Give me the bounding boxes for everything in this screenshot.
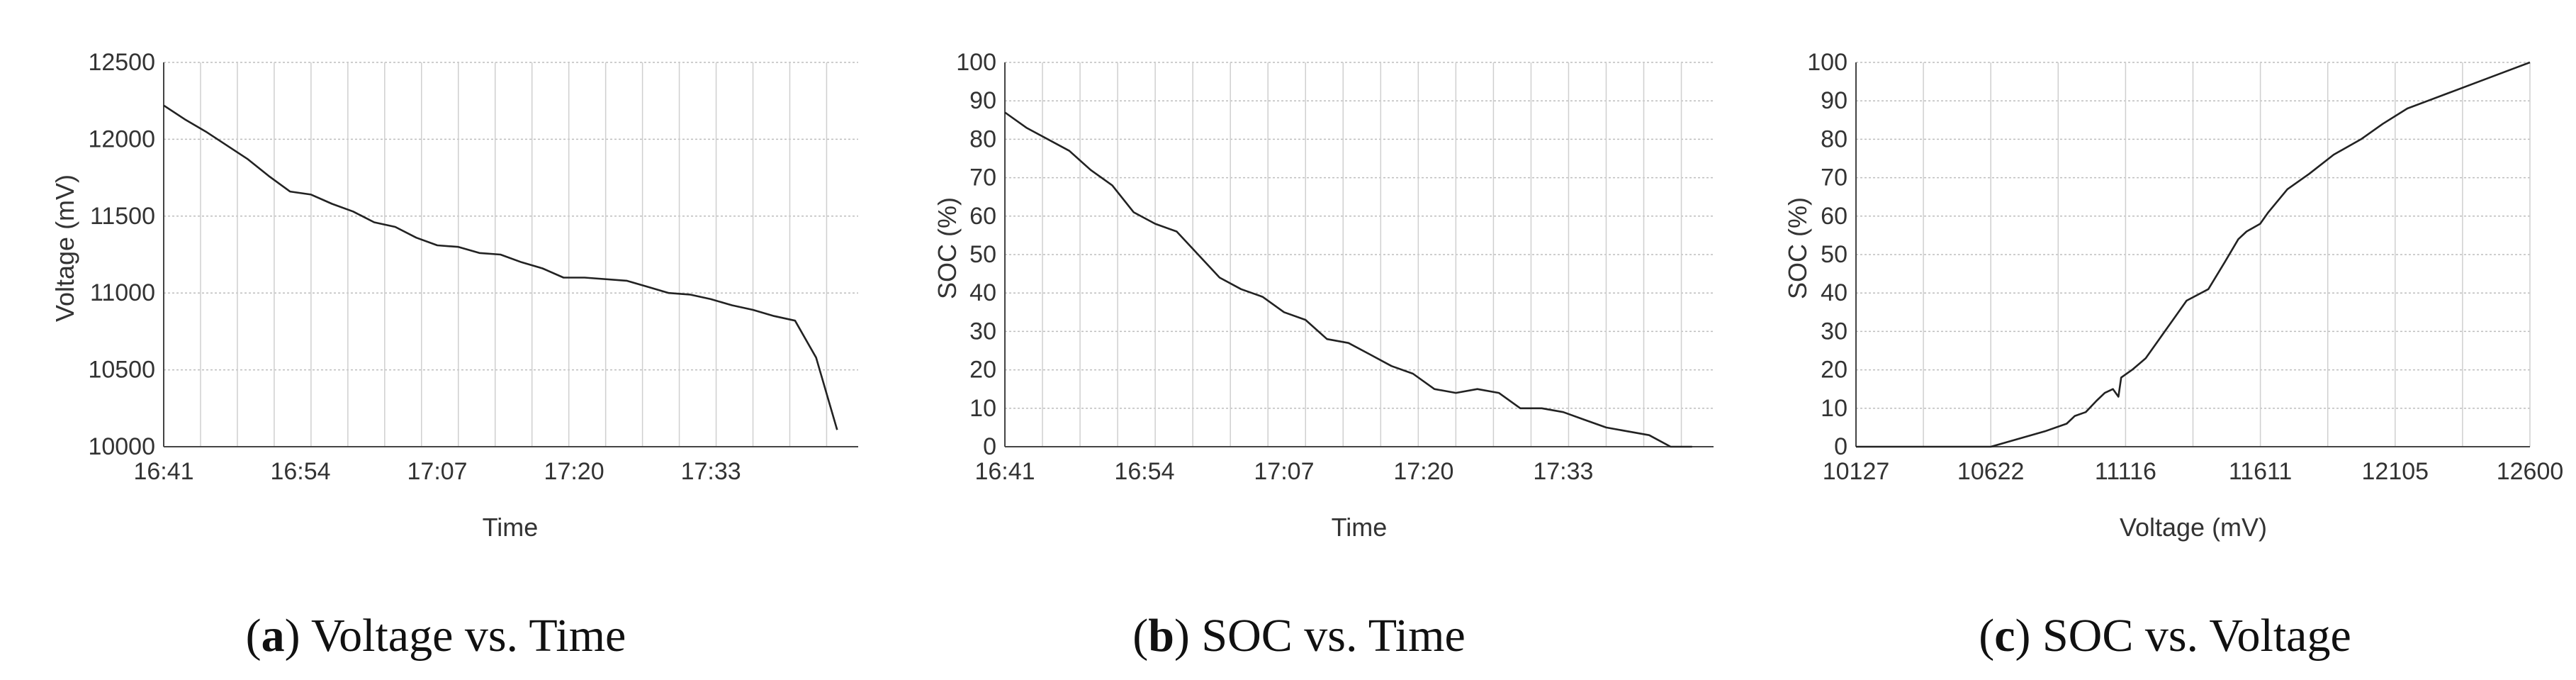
voltage-vs-time-x-axis-title: Time xyxy=(483,513,539,542)
soc-vs-voltage-y-tick-label: 90 xyxy=(1821,87,1847,114)
voltage-vs-time-y-tick-label: 10500 xyxy=(88,357,155,384)
soc-vs-voltage-y-tick-label: 40 xyxy=(1821,279,1847,306)
caption-text-b: SOC vs. Time xyxy=(1201,610,1465,662)
soc-vs-time-y-tick-label: 70 xyxy=(969,165,996,191)
soc-vs-time-y-tick-label: 20 xyxy=(969,357,996,384)
soc-vs-time-plot-area: 0 10 20 30 40 50 60 70 80 90 100 16:41 16:54 17:07 17:… xyxy=(956,49,1714,485)
soc-vs-voltage-series-line xyxy=(1856,61,2531,448)
soc-vs-voltage-x-tick-label: 10127 xyxy=(1823,458,1890,485)
voltage-vs-time-y-tick-label: 11000 xyxy=(90,279,155,306)
soc-vs-time-y-tick-label: 100 xyxy=(956,49,996,76)
soc-vs-voltage-x-tick-label: 11611 xyxy=(2229,458,2293,485)
voltage-vs-time-y-axis-title: Voltage (mV) xyxy=(50,174,79,322)
soc-vs-time-x-tick-label: 16:54 xyxy=(1114,458,1174,485)
caption-text-a: Voltage vs. Time xyxy=(311,610,626,662)
soc-vs-voltage-y-tick-label: 10 xyxy=(1821,395,1847,422)
voltage-vs-time-y-tick-label: 12000 xyxy=(88,126,155,152)
voltage-vs-time-y-tick-label: 12500 xyxy=(88,49,155,76)
voltage-vs-time-x-tick-label: 17:33 xyxy=(681,458,741,485)
soc-vs-voltage-y-tick-label: 60 xyxy=(1821,203,1847,230)
voltage-vs-time-caption: (a) Voltage vs. Time xyxy=(246,610,626,662)
voltage-vs-time-y-tick-label: 11500 xyxy=(90,203,155,230)
soc-vs-time-y-tick-label: 10 xyxy=(969,395,996,422)
soc-vs-time-y-tick-label: 50 xyxy=(969,241,996,268)
soc-vs-time-y-axis-title: SOC (%) xyxy=(933,197,962,299)
soc-vs-voltage-y-tick-label: 30 xyxy=(1821,318,1847,345)
soc-vs-time-x-tick-label: 17:20 xyxy=(1393,458,1453,485)
voltage-vs-time-x-tick-label: 16:54 xyxy=(270,458,330,485)
soc-vs-voltage-x-tick-label: 11116 xyxy=(2095,458,2156,485)
soc-vs-voltage-y-tick-label: 100 xyxy=(1807,49,1847,76)
soc-vs-time-x-tick-label: 17:33 xyxy=(1533,458,1593,485)
soc-vs-time-y-tick-label: 40 xyxy=(969,279,996,306)
soc-vs-voltage-x-tick-label: 12105 xyxy=(2362,458,2429,485)
soc-vs-voltage-y-tick-label: 20 xyxy=(1821,357,1847,384)
voltage-vs-time-chart: 10000 10500 11000 11500 12000 12500 16:41 16:54… xyxy=(50,49,858,662)
soc-vs-voltage-y-tick-label: 0 xyxy=(1834,433,1847,460)
caption-label-a: a xyxy=(261,610,285,662)
voltage-vs-time-x-tick-label: 17:20 xyxy=(544,458,604,485)
soc-vs-time-y-tick-label: 0 xyxy=(983,433,996,460)
soc-vs-voltage-y-tick-label: 70 xyxy=(1821,165,1847,191)
soc-vs-time-y-tick-label: 30 xyxy=(969,318,996,345)
voltage-vs-time-x-tick-label: 16:41 xyxy=(133,458,193,485)
soc-vs-time-x-axis-title: Time xyxy=(1332,513,1388,542)
soc-vs-time-y-tick-label: 80 xyxy=(969,126,996,152)
soc-vs-time-y-tick-label: 90 xyxy=(969,87,996,114)
soc-vs-voltage-y-tick-label: 50 xyxy=(1821,241,1847,268)
soc-vs-voltage-x-axis-title: Voltage (mV) xyxy=(2120,513,2267,542)
voltage-vs-time-y-tick-label: 10000 xyxy=(88,433,155,460)
soc-vs-time-x-tick-label: 17:07 xyxy=(1254,458,1314,485)
soc-vs-voltage-plot-area: 0 10 20 30 40 50 60 70 80 90 100 10127 10622 11116 116… xyxy=(1807,49,2563,485)
voltage-vs-time-series-line xyxy=(163,104,838,430)
soc-vs-voltage-y-tick-label: 80 xyxy=(1821,126,1847,152)
soc-vs-time-caption: (b) SOC vs. Time xyxy=(1132,610,1466,662)
caption-label-b: b xyxy=(1148,610,1174,662)
voltage-vs-time-plot-area: 10000 10500 11000 11500 12000 12500 16:41 16:54… xyxy=(88,49,858,485)
soc-vs-time-x-tick-label: 16:41 xyxy=(974,458,1035,485)
soc-vs-voltage-x-tick-label: 12600 xyxy=(2497,458,2564,485)
voltage-vs-time-x-tick-label: 17:07 xyxy=(407,458,468,485)
soc-vs-voltage-caption: (c) SOC vs. Voltage xyxy=(1979,610,2351,662)
caption-text-c: SOC vs. Voltage xyxy=(2042,610,2351,662)
soc-vs-time-chart: 0 10 20 30 40 50 60 70 80 90 100 16:41 16:54 17:07 17:… xyxy=(933,49,1714,662)
soc-vs-voltage-y-axis-title: SOC (%) xyxy=(1783,197,1812,299)
soc-vs-time-y-tick-label: 60 xyxy=(969,203,996,230)
soc-vs-voltage-chart: 0 10 20 30 40 50 60 70 80 90 100 10127 10622 11116 116… xyxy=(1783,49,2563,662)
soc-vs-voltage-x-tick-label: 10622 xyxy=(1957,458,2025,485)
caption-label-c: c xyxy=(1994,610,2015,662)
soc-vs-time-series-line xyxy=(1004,111,1692,448)
